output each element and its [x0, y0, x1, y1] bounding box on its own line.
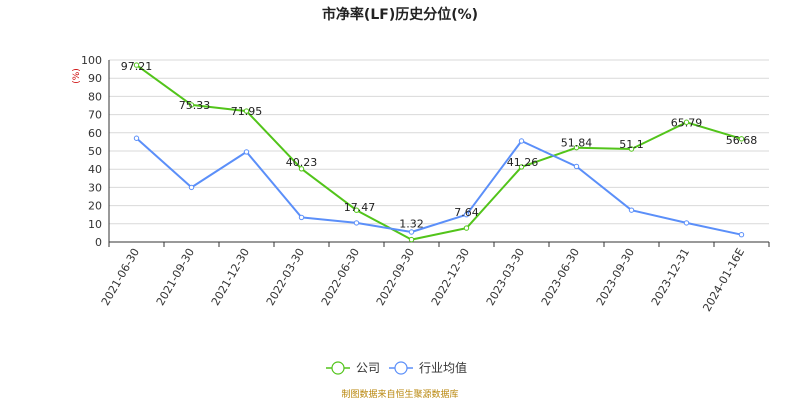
y-tick-label-30: 30 — [88, 181, 102, 194]
legend-marker-1 — [394, 361, 408, 375]
x-tick-label-2023-03-30: 2023-03-30 — [484, 246, 527, 308]
source-note: 制图数据来自恒生聚源数据库 — [341, 388, 458, 400]
y-tick-label-60: 60 — [88, 127, 102, 140]
series-0-point-3 — [298, 166, 305, 172]
series-0-point-5 — [408, 236, 415, 243]
axis-layer: 0 10 20 30 40 50 60 70 80 90 100 2021-06-30 2021-09-… — [81, 54, 770, 314]
series-1-point-7 — [518, 138, 525, 144]
series-1-point-6 — [463, 212, 470, 218]
data-label-10: 65.79 — [671, 116, 703, 129]
series-0-point-11 — [738, 136, 745, 142]
x-tick-label-2024-01-16E: 2024-01-16E — [700, 246, 747, 314]
x-tick-label-2022-09-30: 2022-09-30 — [374, 246, 417, 308]
y-tick-label-10: 10 — [88, 218, 102, 231]
y-tick-label-0: 0 — [95, 236, 102, 249]
y-tick-label-20: 20 — [88, 200, 102, 213]
x-tick-label-2023-06-30: 2023-06-30 — [539, 246, 582, 308]
series-1-point-3 — [298, 214, 305, 221]
data-label-11: 56.68 — [726, 134, 758, 147]
data-label-3: 40.23 — [286, 156, 318, 169]
series-1-point-4 — [353, 220, 360, 226]
data-label-9: 51.1 — [619, 138, 644, 151]
grid-layer — [109, 59, 769, 225]
series-1-point-5 — [408, 229, 415, 235]
legend-marker-0 — [331, 361, 345, 375]
x-tick-label-2022-03-30: 2022-03-30 — [264, 246, 307, 308]
series-0-point-9 — [628, 146, 635, 152]
data-label-5: 1.32 — [399, 218, 424, 231]
data-label-0: 97.21 — [121, 60, 153, 73]
data-label-8: 51.84 — [561, 137, 593, 150]
x-tick-label-2023-09-30: 2023-09-30 — [594, 246, 637, 308]
x-tick-label-2021-12-30: 2021-12-30 — [209, 246, 252, 308]
series-line-1 — [135, 137, 742, 236]
series-0-point-0 — [133, 62, 140, 68]
series-0-point-1 — [188, 102, 195, 108]
y-tick-label-80: 80 — [88, 90, 102, 103]
x-tick-label-2022-12-30: 2022-12-30 — [429, 246, 472, 308]
y-tick-label-100: 100 — [81, 54, 102, 67]
series-layer — [133, 62, 745, 243]
legend-label-1: 行业均值 — [419, 360, 467, 375]
data-label-7: 41.26 — [507, 156, 539, 169]
x-tick-label-2021-06-30: 2021-06-30 — [99, 246, 142, 308]
series-0-point-10 — [683, 119, 690, 125]
data-label-1: 75.33 — [179, 99, 211, 112]
x-tick-label-2023-12-31: 2023-12-31 — [649, 246, 692, 308]
y-tick-label-40: 40 — [88, 163, 102, 176]
y-tick-label-50: 50 — [88, 145, 102, 158]
data-label-2: 71.95 — [231, 105, 263, 118]
series-0-point-7 — [518, 164, 525, 170]
data-label-4: 17.47 — [344, 201, 376, 214]
y-tick-label-90: 90 — [88, 72, 102, 85]
series-0-point-4 — [353, 207, 360, 213]
series-line-0 — [135, 64, 742, 241]
data-label-layer: 97.21 75.33 71.95 40.23 17.47 1.32 7.64 41.26 51… — [121, 60, 758, 231]
series-0-point-6 — [463, 225, 470, 231]
series-1-point-9 — [628, 207, 635, 213]
series-0-point-2 — [243, 108, 250, 114]
series-1-point-11 — [738, 232, 745, 238]
series-0-point-8 — [573, 144, 580, 151]
y-unit-label: (%) — [72, 68, 82, 84]
x-tick-label-2022-06-30: 2022-06-30 — [319, 246, 362, 308]
data-label-6: 7.64 — [454, 206, 479, 219]
y-tick-label-70: 70 — [88, 109, 102, 122]
chart-title: 市净率(LF)历史分位(%) — [322, 6, 478, 23]
legend: 公司 行业均值 — [326, 360, 467, 375]
legend-label-0: 公司 — [356, 361, 380, 375]
series-1-point-8 — [573, 163, 580, 170]
series-1-point-0 — [133, 135, 140, 141]
series-1-point-2 — [243, 149, 250, 155]
x-tick-label-2021-09-30: 2021-09-30 — [154, 246, 197, 308]
series-1-point-1 — [188, 184, 195, 191]
series-1-point-10 — [683, 220, 690, 226]
